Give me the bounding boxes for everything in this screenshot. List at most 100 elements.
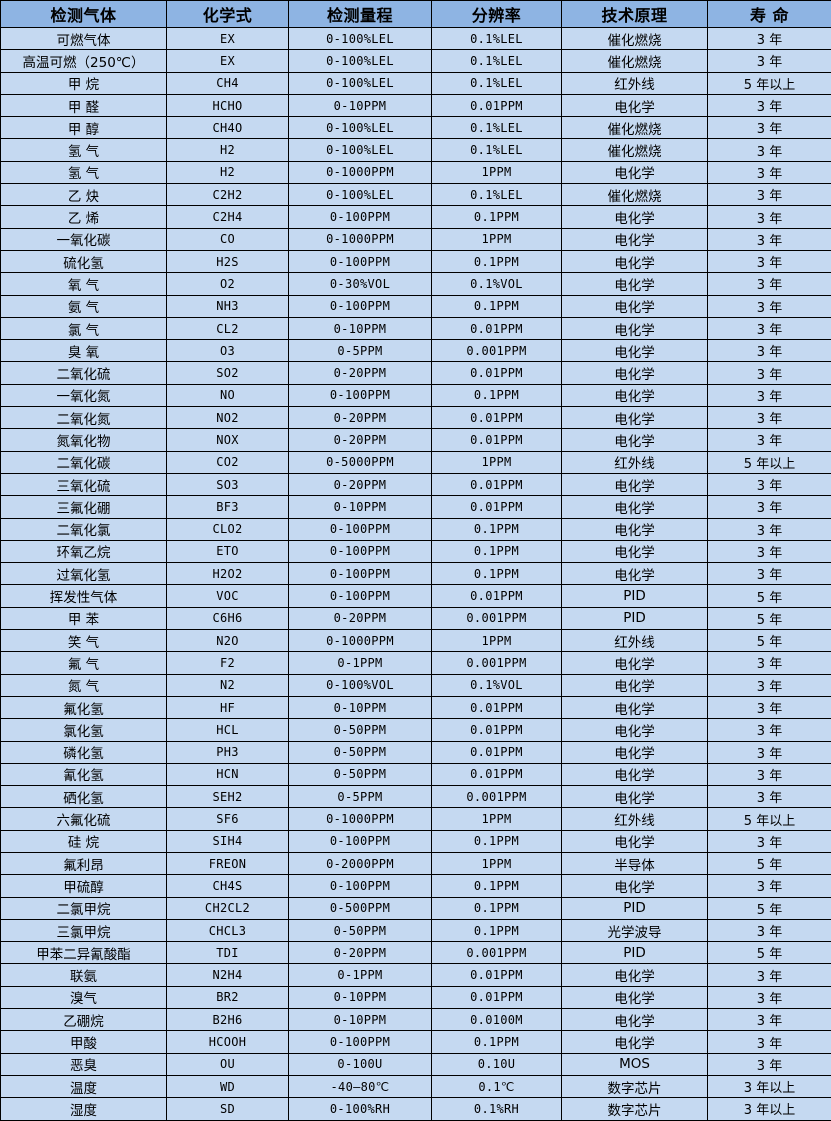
- cell-range: 0-30%VOL: [289, 273, 432, 295]
- cell-resolution: 0.01PPM: [432, 496, 562, 518]
- cell-gas: 甲酸: [1, 1031, 167, 1053]
- cell-range: 0-100PPM: [289, 206, 432, 228]
- cell-range: 0-100U: [289, 1053, 432, 1075]
- cell-formula: H2O2: [167, 563, 289, 585]
- cell-lifespan: 3 年: [708, 139, 831, 161]
- cell-lifespan: 3 年: [708, 362, 831, 384]
- cell-technology: 电化学: [562, 206, 708, 228]
- cell-resolution: 0.01PPM: [432, 763, 562, 785]
- cell-lifespan: 3 年: [708, 719, 831, 741]
- cell-technology: 电化学: [562, 473, 708, 495]
- cell-technology: 催化燃烧: [562, 28, 708, 50]
- column-header-gas: 检测气体: [1, 1, 167, 28]
- cell-resolution: 0.001PPM: [432, 786, 562, 808]
- cell-resolution: 0.1%LEL: [432, 72, 562, 94]
- cell-resolution: 0.001PPM: [432, 652, 562, 674]
- cell-range: 0-100PPM: [289, 563, 432, 585]
- cell-gas: 氨 气: [1, 295, 167, 317]
- cell-resolution: 0.1PPM: [432, 830, 562, 852]
- cell-formula: CH4S: [167, 875, 289, 897]
- cell-formula: BF3: [167, 496, 289, 518]
- cell-resolution: 0.001PPM: [432, 942, 562, 964]
- cell-formula: TDI: [167, 942, 289, 964]
- cell-range: 0-100%LEL: [289, 184, 432, 206]
- cell-gas: 一氧化碳: [1, 228, 167, 250]
- cell-lifespan: 5 年以上: [708, 72, 831, 94]
- cell-lifespan: 3 年: [708, 563, 831, 585]
- cell-technology: 电化学: [562, 407, 708, 429]
- cell-formula: SO3: [167, 473, 289, 495]
- cell-technology: 催化燃烧: [562, 50, 708, 72]
- cell-formula: C6H6: [167, 607, 289, 629]
- cell-lifespan: 3 年: [708, 250, 831, 272]
- cell-range: 0-10PPM: [289, 496, 432, 518]
- cell-resolution: 0.1PPM: [432, 1031, 562, 1053]
- cell-formula: HCOOH: [167, 1031, 289, 1053]
- cell-range: 0-100PPM: [289, 250, 432, 272]
- cell-gas: 恶臭: [1, 1053, 167, 1075]
- cell-technology: 电化学: [562, 696, 708, 718]
- cell-gas: 氮氧化物: [1, 429, 167, 451]
- cell-technology: 电化学: [562, 94, 708, 116]
- cell-gas: 一氧化氮: [1, 384, 167, 406]
- cell-resolution: 0.1PPM: [432, 518, 562, 540]
- cell-gas: 联氨: [1, 964, 167, 986]
- cell-range: 0-100%RH: [289, 1098, 432, 1120]
- cell-resolution: 0.1PPM: [432, 919, 562, 941]
- cell-gas: 氟化氢: [1, 696, 167, 718]
- cell-technology: 电化学: [562, 250, 708, 272]
- cell-gas: 硫化氢: [1, 250, 167, 272]
- cell-technology: 电化学: [562, 429, 708, 451]
- cell-range: 0-2000PPM: [289, 852, 432, 874]
- cell-gas: 甲苯二异氰酸酯: [1, 942, 167, 964]
- cell-formula: CLO2: [167, 518, 289, 540]
- cell-technology: 电化学: [562, 228, 708, 250]
- cell-formula: SO2: [167, 362, 289, 384]
- cell-gas: 溴气: [1, 986, 167, 1008]
- cell-technology: 电化学: [562, 986, 708, 1008]
- cell-technology: 电化学: [562, 161, 708, 183]
- cell-gas: 温度: [1, 1075, 167, 1097]
- cell-technology: 电化学: [562, 1031, 708, 1053]
- cell-range: 0-50PPM: [289, 763, 432, 785]
- cell-formula: N2O: [167, 630, 289, 652]
- cell-range: 0-10PPM: [289, 696, 432, 718]
- cell-technology: 电化学: [562, 786, 708, 808]
- cell-technology: 催化燃烧: [562, 139, 708, 161]
- cell-resolution: 0.01PPM: [432, 986, 562, 1008]
- cell-lifespan: 3 年: [708, 28, 831, 50]
- cell-lifespan: 3 年: [708, 875, 831, 897]
- cell-formula: NO: [167, 384, 289, 406]
- cell-lifespan: 3 年: [708, 964, 831, 986]
- cell-range: 0-100PPM: [289, 875, 432, 897]
- cell-resolution: 0.10U: [432, 1053, 562, 1075]
- cell-formula: H2: [167, 139, 289, 161]
- cell-resolution: 0.1%LEL: [432, 28, 562, 50]
- cell-formula: CHCL3: [167, 919, 289, 941]
- cell-technology: 电化学: [562, 741, 708, 763]
- cell-technology: 电化学: [562, 518, 708, 540]
- cell-gas: 乙 烯: [1, 206, 167, 228]
- cell-gas: 环氧乙烷: [1, 540, 167, 562]
